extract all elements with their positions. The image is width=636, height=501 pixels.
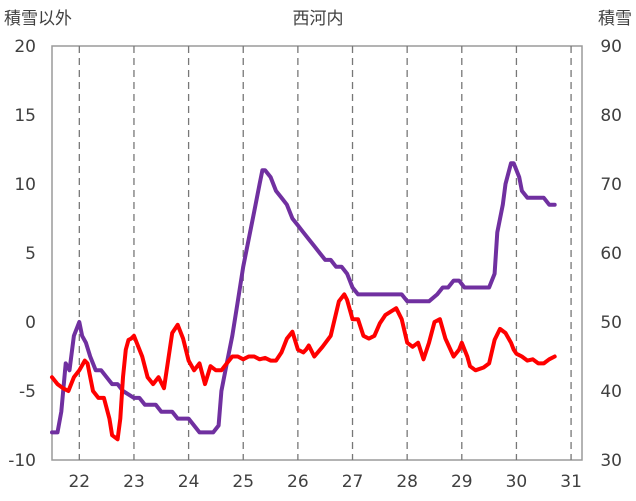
series-line-0: [50, 161, 557, 435]
series-line-1: [50, 292, 557, 442]
x-tick-label: 30: [506, 472, 528, 492]
x-tick-label: 26: [287, 472, 309, 492]
series-layer: [50, 161, 557, 442]
chart-title: 西河内: [293, 9, 344, 29]
plot-area-border: [51, 45, 583, 461]
right-tick-label: 90: [600, 37, 622, 57]
left-tick-label: -10: [8, 451, 36, 471]
right-tick-label: 60: [600, 244, 622, 264]
x-tick-label: 25: [232, 472, 254, 492]
left-tick-label: 20: [14, 37, 36, 57]
x-tick-label: 31: [560, 472, 582, 492]
right-tick-label: 80: [600, 106, 622, 126]
left-tick-label: 10: [14, 175, 36, 195]
left-axis-title: 積雪以外: [4, 9, 72, 29]
left-tick-label: -5: [19, 382, 36, 402]
x-tick-label: 24: [178, 472, 200, 492]
right-tick-label: 40: [600, 382, 622, 402]
right-tick-label: 30: [600, 451, 622, 471]
right-axis-title: 積雪: [598, 9, 632, 29]
x-tick-label: 22: [68, 472, 90, 492]
left-tick-label: 15: [14, 106, 36, 126]
x-tick-label: 23: [123, 472, 145, 492]
left-tick-label: 0: [25, 313, 36, 333]
gridlines: [51, 45, 583, 461]
x-tick-label: 28: [396, 472, 418, 492]
tick-labels: 22 23 24 25 26 27 28 29 30 3120151050-5-109080706…: [8, 37, 622, 492]
x-tick-label: 29: [451, 472, 473, 492]
x-tick-label: 27: [342, 472, 364, 492]
right-tick-label: 50: [600, 313, 622, 333]
left-tick-label: 5: [25, 244, 36, 264]
right-tick-label: 70: [600, 175, 622, 195]
